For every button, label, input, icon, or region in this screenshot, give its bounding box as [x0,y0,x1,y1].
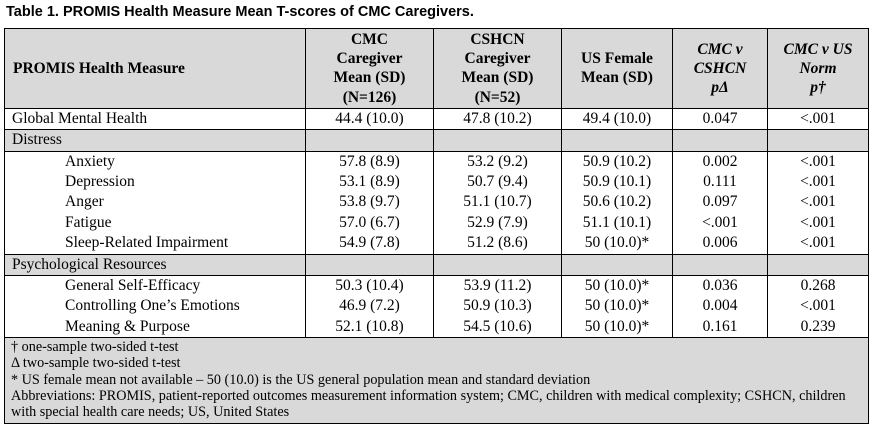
promis-table: PROMIS Health Measure CMC Caregiver Mean… [4,28,869,425]
footnote: Δ two-sample two-sided t-test [11,355,181,372]
cell-p-us: <.001 [767,151,869,173]
cell-p-us: <.001 [767,212,869,234]
row-label: Anger [4,192,306,213]
table-row: Sleep-Related Impairment 54.9 (7.8) 51.2… [4,233,869,255]
row-label: Sleep-Related Impairment [4,233,306,255]
header-cmc-line: Caregiver [336,50,403,68]
row-label: General Self-Efficacy [4,275,306,297]
header-cmc-v-us-line: CMC v US [783,40,853,58]
cell-cmc: 54.9 (7.8) [305,233,434,255]
cell-cshcn: 52.9 (7.9) [433,212,562,234]
table-row: Fatigue 57.0 (6.7) 52.9 (7.9) 51.1 (10.1… [4,212,869,234]
row-label: Fatigue [4,212,306,234]
header-us: US Female Mean (SD) [561,28,673,109]
cell-p-cshcn: <.001 [672,212,768,234]
cell-cmc: 52.1 (10.8) [305,316,434,339]
cell-cmc: 46.9 (7.2) [305,296,434,317]
cell-us: 50.9 (10.2) [561,151,673,173]
table-row: Depression 53.1 (8.9) 50.7 (9.4) 50.9 (1… [4,172,869,193]
row-label: Global Mental Health [4,108,306,131]
section-row-resources: Psychological Resources [4,253,869,277]
header-cmc: CMC Caregiver Mean (SD) (N=126) [305,28,434,109]
cell-cshcn: 54.5 (10.6) [433,316,562,339]
cell-cshcn: 51.2 (8.6) [433,233,562,255]
header-cmc-v-us-line: p† [810,79,826,96]
header-cmc-v-us-line: Norm [799,59,837,77]
table-row: Global Mental Health 44.4 (10.0) 47.8 (1… [4,108,869,131]
cell-p-cshcn: 0.006 [672,233,768,255]
cell-us: 51.1 (10.1) [561,212,673,234]
cell-cmc: 50.3 (10.4) [305,275,434,297]
table-row: Controlling One’s Emotions 46.9 (7.2) 50… [4,296,869,317]
header-us-line: Mean (SD) [581,69,653,87]
footnote: * US female mean not available – 50 (10.… [11,371,591,388]
header-cmc-line: (N=126) [342,88,397,106]
cell-p-cshcn: 0.047 [672,108,768,131]
cell-cshcn: 47.8 (10.2) [433,108,562,131]
header-cshcn-line: CSHCN [470,31,525,48]
cell-us: 50 (10.0)* [561,275,673,297]
row-label: Meaning & Purpose [4,316,306,339]
header-cshcn-line: Mean (SD) [461,69,534,87]
cell-us: 50 (10.0)* [561,316,673,339]
footnotes-row: † one-sample two-sided t-test Δ two-samp… [4,337,869,425]
cell-p-cshcn: 0.161 [672,316,768,339]
cell-p-cshcn: 0.004 [672,296,768,317]
header-us-line: US Female [581,50,653,68]
cell-us: 50 (10.0)* [561,233,673,255]
section-label: Distress [4,129,306,152]
footnotes: † one-sample two-sided t-test Δ two-samp… [4,337,869,425]
cell-us: 50.6 (10.2) [561,192,673,213]
table-row: General Self-Efficacy 50.3 (10.4) 53.9 (… [4,275,869,297]
table-caption: Table 1. PROMIS Health Measure Mean T-sc… [6,4,474,20]
footnote: Abbreviations: PROMIS, patient-reported … [11,387,846,421]
cell-cshcn: 50.9 (10.3) [433,296,562,317]
header-cshcn: CSHCN Caregiver Mean (SD) (N=52) [433,28,562,109]
cell-p-us: 0.268 [767,275,869,297]
header-cmc-line: Mean (SD) [333,69,406,87]
cell-cmc: 53.1 (8.9) [305,172,434,193]
header-cmc-v-cshcn-line: CSHCN [693,59,747,77]
header-cshcn-line: (N=52) [474,88,521,106]
section-row-distress: Distress [4,129,869,152]
cell-cshcn: 53.9 (11.2) [433,275,562,297]
header-cmc-v-cshcn-line: CMC v [697,40,743,58]
cell-p-cshcn: 0.097 [672,192,768,213]
row-label: Anxiety [4,151,306,173]
row-label: Depression [4,172,306,193]
cell-cshcn: 51.1 (10.7) [433,192,562,213]
header-cshcn-line: Caregiver [464,50,531,68]
cell-p-cshcn: 0.036 [672,275,768,297]
footnote: † one-sample two-sided t-test [11,339,179,356]
header-cmc-v-cshcn-line: pΔ [711,79,729,96]
cell-us: 49.4 (10.0) [561,108,673,131]
cell-p-us: <.001 [767,296,869,317]
cell-cmc: 57.0 (6.7) [305,212,434,234]
cell-us: 50 (10.0)* [561,296,673,317]
header-cmc-v-cshcn: CMC v CSHCN pΔ [672,28,768,109]
header-cmc-line: CMC [350,31,389,48]
header-row: PROMIS Health Measure CMC Caregiver Mean… [4,28,869,109]
cell-cmc: 57.8 (8.9) [305,151,434,173]
cell-p-cshcn: 0.111 [672,172,768,193]
cell-cshcn: 50.7 (9.4) [433,172,562,193]
header-measure: PROMIS Health Measure [4,28,306,109]
table-row: Anxiety 57.8 (8.9) 53.2 (9.2) 50.9 (10.2… [4,151,869,173]
cell-us: 50.9 (10.1) [561,172,673,193]
header-cmc-v-us: CMC v US Norm p† [767,28,869,109]
row-label: Controlling One’s Emotions [4,296,306,317]
cell-cmc: 44.4 (10.0) [305,108,434,131]
cell-p-us: <.001 [767,108,869,131]
cell-cshcn: 53.2 (9.2) [433,151,562,173]
cell-p-us: <.001 [767,233,869,255]
cell-p-us: 0.239 [767,316,869,339]
cell-p-us: <.001 [767,172,869,193]
table-row: Anger 53.8 (9.7) 51.1 (10.7) 50.6 (10.2)… [4,192,869,213]
table-row: Meaning & Purpose 52.1 (10.8) 54.5 (10.6… [4,316,869,339]
cell-cmc: 53.8 (9.7) [305,192,434,213]
cell-p-us: <.001 [767,192,869,213]
section-label: Psychological Resources [4,253,306,277]
cell-p-cshcn: 0.002 [672,151,768,173]
